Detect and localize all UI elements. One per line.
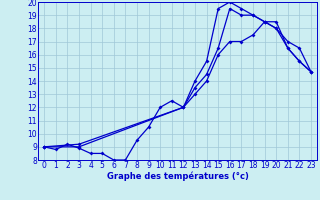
X-axis label: Graphe des températures (°c): Graphe des températures (°c): [107, 172, 249, 181]
